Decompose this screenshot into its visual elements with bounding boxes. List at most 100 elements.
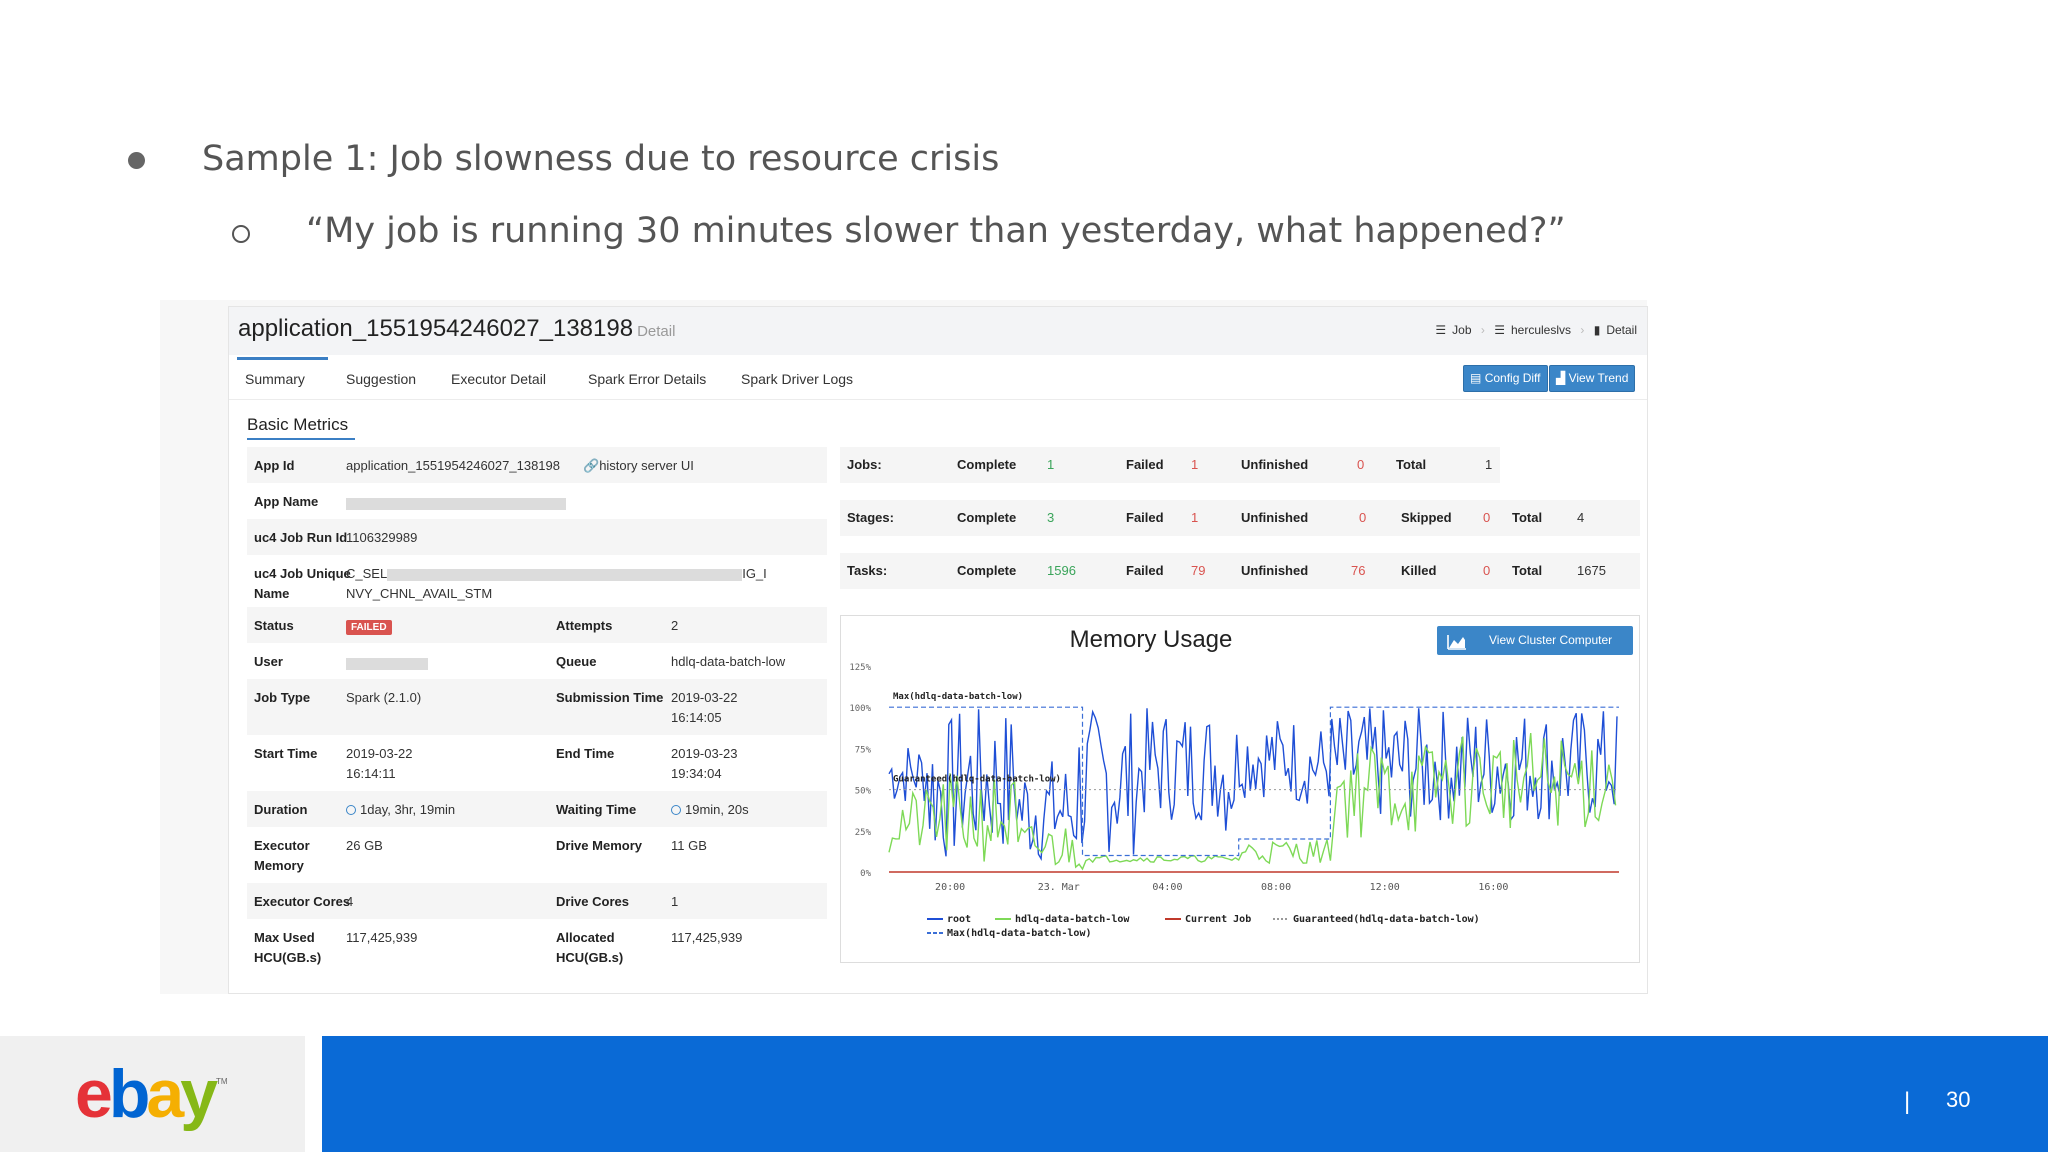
label: App Id <box>254 458 295 473</box>
jobs-row: Jobs: Complete 1 Failed 1 Unfinished 0 T… <box>840 447 1500 483</box>
section-underline <box>247 438 355 440</box>
link-icon: 🔗 <box>583 458 600 473</box>
label: uc4 Job Run Id <box>254 530 348 545</box>
tab-executor-detail[interactable]: Executor Detail <box>451 371 546 387</box>
screenshot-panel: application_1551954246027_138198 Detail ☰… <box>160 300 1648 994</box>
x-tick-label: 20:00 <box>935 882 965 893</box>
bullet-2-text: “My job is running 30 minutes slower tha… <box>306 211 1566 251</box>
label: Executor <box>254 838 310 853</box>
x-tick-label: 23. Mar <box>1038 882 1080 893</box>
stages-skipped: 0 <box>1483 510 1491 525</box>
label: Failed <box>1126 510 1164 525</box>
view-trend-button[interactable]: ▟ View Trend <box>1549 365 1636 392</box>
label: User <box>254 654 283 669</box>
history-server-link[interactable]: 🔗history server UI <box>583 458 694 473</box>
label: Unfinished <box>1241 510 1309 525</box>
legend-label: Current Job <box>1185 914 1251 925</box>
y-tick-label: 100% <box>849 704 871 714</box>
config-diff-button[interactable]: ▤ Config Diff <box>1463 365 1548 392</box>
y-tick-label: 0% <box>860 869 871 879</box>
list-icon: ☰ <box>1435 323 1447 337</box>
label: Tasks: <box>847 563 888 578</box>
allocated-value: 117,425,939 <box>671 930 743 945</box>
tab-spark-error-details[interactable]: Spark Error Details <box>588 371 707 387</box>
y-tick-label: 125% <box>849 663 871 673</box>
tab-suggestion[interactable]: Suggestion <box>346 371 417 387</box>
label: Submission Time <box>556 690 664 705</box>
breadcrumb-user[interactable]: herculeslvs <box>1510 323 1572 337</box>
exec-cores-value: 4 <box>346 894 354 909</box>
x-tick-label: 16:00 <box>1478 882 1508 893</box>
tab-spark-driver-logs[interactable]: Spark Driver Logs <box>741 371 854 387</box>
max-used-value: 117,425,939 <box>346 930 418 945</box>
stages-unfinished: 0 <box>1359 510 1367 525</box>
bullet-1-text: Sample 1: Job slowness due to resource c… <box>202 139 1000 179</box>
exec-mem-value: 26 GB <box>346 838 383 853</box>
legend-label: Max(hdlq-data-batch-low) <box>947 928 1092 939</box>
breadcrumb-job[interactable]: Job <box>1452 323 1472 337</box>
label: Waiting Time <box>556 802 637 817</box>
jobs-complete: 1 <box>1047 457 1055 472</box>
jobs-failed: 1 <box>1191 457 1199 472</box>
area-chart-icon <box>1447 632 1467 661</box>
drive-mem-value: 11 GB <box>671 838 707 853</box>
chart-plot: 125% 100% 75% 50% 25% 0% 20:00 23. Mar 04:00 08:0… <box>849 663 1619 939</box>
label: Executor Cores <box>254 894 351 909</box>
table-row: Executor Memory 26 GB Drive Memory 11 GB <box>247 827 827 883</box>
trademark-mark: TM <box>216 1077 228 1086</box>
section-title: Basic Metrics <box>247 415 349 434</box>
status-badge: FAILED <box>346 618 392 635</box>
table-row: Start Time 2019-03-22 16:14:11 End Time … <box>247 735 827 791</box>
annotation-max: Max(hdlq-data-batch-low) <box>893 692 1023 702</box>
breadcrumb: ☰ Job › ☰ herculeslvs › ▮ Detail <box>1435 323 1637 337</box>
label: Complete <box>957 457 1017 472</box>
label: Job Type <box>254 690 311 705</box>
start-time: 16:14:11 <box>346 766 396 781</box>
label: Memory <box>254 858 304 873</box>
label: Total <box>1396 457 1427 472</box>
label: Unfinished <box>1241 563 1309 578</box>
table-row: Job Type Spark (2.1.0) Submission Time 2… <box>247 679 827 735</box>
queue-value: hdlq-data-batch-low <box>671 654 786 669</box>
list-icon: ☰ <box>1494 323 1505 337</box>
table-row: App Id application_1551954246027_138198 … <box>247 447 827 483</box>
table-row: Status FAILED Attempts 2 <box>247 607 827 643</box>
x-tick-label: 04:00 <box>1152 882 1182 893</box>
duration-value: 1day, 3hr, 19min <box>346 802 455 817</box>
jobs-unfinished: 0 <box>1357 457 1365 472</box>
jobs-total: 1 <box>1485 457 1493 472</box>
x-tick-label: 12:00 <box>1370 882 1400 893</box>
label: Attempts <box>556 618 613 633</box>
breadcrumb-detail: Detail <box>1606 323 1637 337</box>
label: Unfinished <box>1241 457 1309 472</box>
label: HCU(GB.s) <box>254 950 322 965</box>
label: Status <box>254 618 294 633</box>
tab-summary[interactable]: Summary <box>245 371 305 387</box>
tasks-failed: 79 <box>1191 563 1206 578</box>
view-cluster-computer-button[interactable]: View Cluster Computer <box>1437 626 1633 655</box>
annotation-guaranteed: Guaranteed(hdlq-data-batch-low) <box>893 774 1061 784</box>
unique-name-value: C_SEL IG_I <box>346 566 767 581</box>
label: Allocated <box>556 930 615 945</box>
stages-total: 4 <box>1577 510 1585 525</box>
submission-time: 16:14:05 <box>671 710 722 725</box>
series-line-root <box>888 708 1618 862</box>
footer-separator: | <box>1904 1088 1911 1115</box>
tasks-killed: 0 <box>1483 563 1491 578</box>
label: uc4 Job Unique <box>254 566 351 581</box>
table-row: uc4 Job Run Id 1106329989 <box>247 519 827 555</box>
x-tick-label: 08:00 <box>1261 882 1291 893</box>
label: Total <box>1512 563 1543 578</box>
redacted-value <box>346 495 566 510</box>
app-window: application_1551954246027_138198 Detail ☰… <box>228 306 1648 994</box>
legend-label: root <box>947 914 971 925</box>
page-number: 30 <box>1946 1087 1971 1112</box>
active-tab-indicator <box>237 357 328 360</box>
app-header: application_1551954246027_138198 Detail ☰… <box>229 307 1647 355</box>
table-row: Executor Cores 4 Drive Cores 1 <box>247 883 827 919</box>
label: Complete <box>957 510 1017 525</box>
start-date: 2019-03-22 <box>346 746 413 761</box>
y-tick-label: 50% <box>855 787 872 797</box>
stages-row: Stages: Complete 3 Failed 1 Unfinished 0… <box>840 500 1640 536</box>
area-chart-icon: ▟ <box>1556 371 1566 385</box>
